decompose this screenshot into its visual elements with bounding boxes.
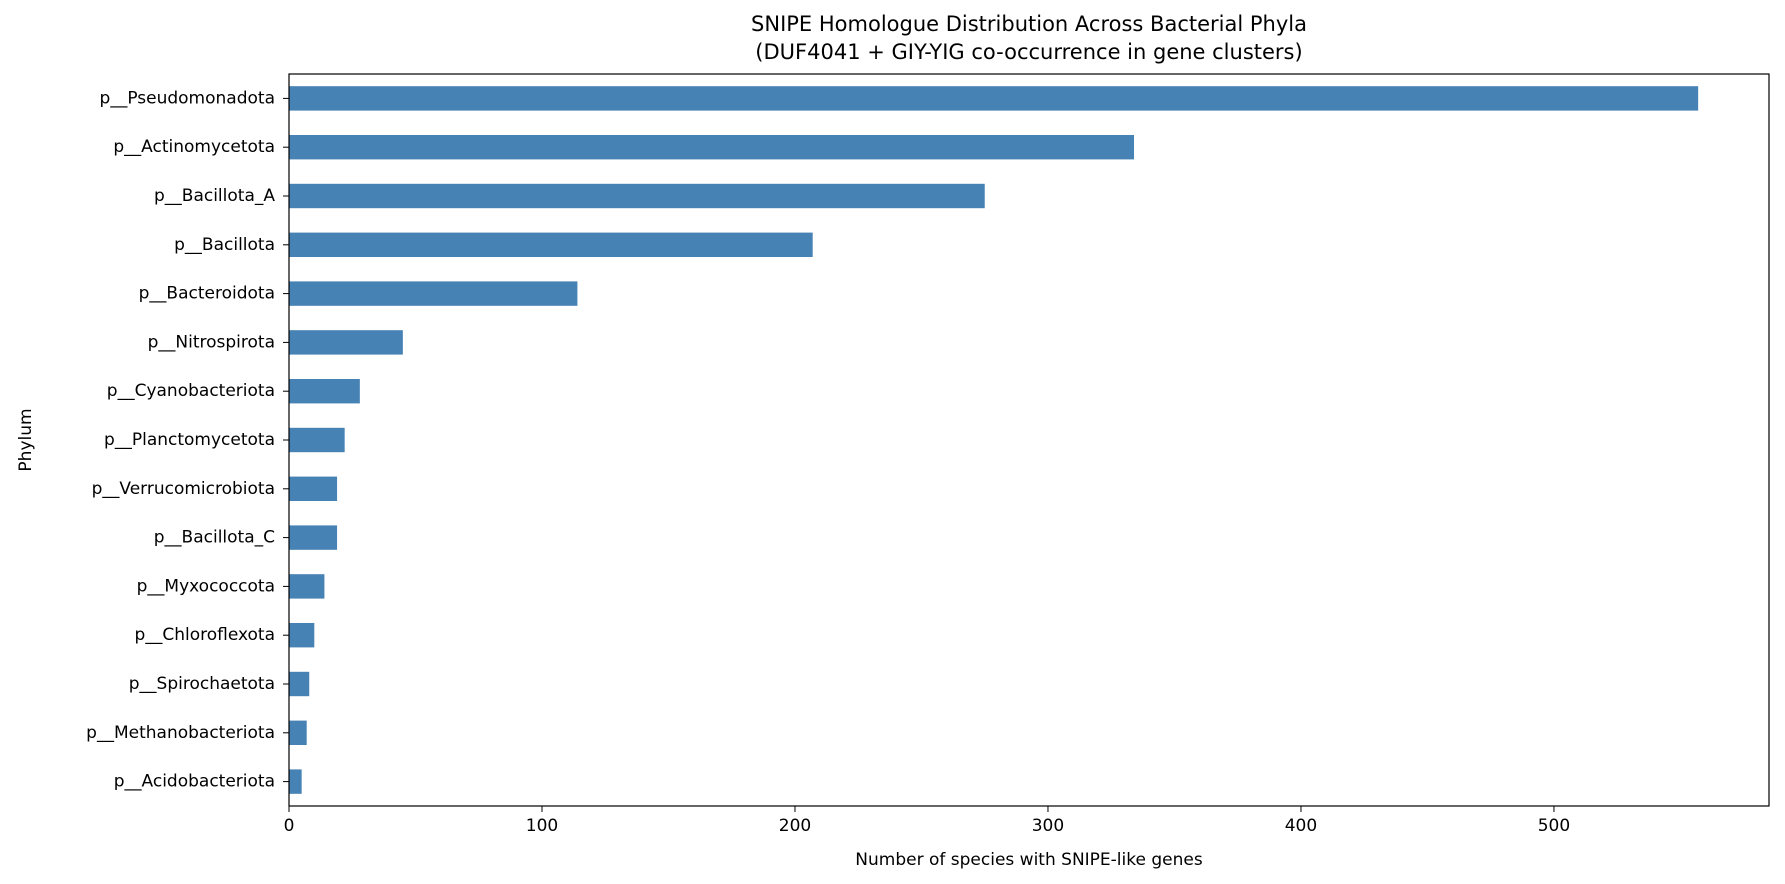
y-tick-label: p__Pseudomonadota [100,88,275,108]
y-axis-label: Phylum [16,408,36,471]
x-tick-label: 0 [284,816,295,836]
chart-title: SNIPE Homologue Distribution Across Bact… [751,12,1307,36]
x-axis-label: Number of species with SNIPE-like genes [855,850,1203,870]
y-tick-label: p__Myxococcota [137,576,275,596]
x-tick-label: 400 [1285,816,1317,836]
y-tick-label: p__Actinomycetota [113,137,275,157]
y-tick-label: p__Bacteroidota [139,284,275,304]
x-tick-label: 200 [779,816,811,836]
bar [289,525,338,550]
y-tick-label: p__Methanobacteriota [86,723,275,743]
y-tick-label: p__Bacillota_C [154,528,275,548]
x-tick-label: 100 [526,816,558,836]
y-tick-label: p__Chloroflexota [135,625,275,645]
bar [289,769,302,794]
bar [289,135,1134,160]
y-tick-label: p__Cyanobacteriota [107,381,275,401]
bar [289,720,307,745]
y-tick-label: p__Bacillota_A [154,186,275,206]
y-tick-label: p__Bacillota [174,235,275,255]
bar [289,476,338,501]
bar [289,86,1699,111]
bar [289,232,813,257]
bar [289,671,310,697]
bar [289,623,315,648]
x-tick-label: 500 [1538,816,1570,836]
bar [289,281,578,306]
y-tick-label: p__Verrucomicrobiota [92,479,275,499]
bar [289,379,360,404]
y-tick-label: p__Nitrospirota [148,332,275,352]
bar [289,183,985,209]
bar [289,330,403,355]
y-tick-label: p__Planctomycetota [104,430,275,450]
y-tick-label: p__Spirochaetota [129,674,275,694]
bar [289,427,345,453]
plot-frame [288,73,1770,807]
x-tick-label: 300 [1032,816,1064,836]
bar [289,574,325,599]
y-tick-label: p__Acidobacteriota [114,772,275,792]
chart-subtitle: (DUF4041 + GIY-YIG co-occurrence in gene… [755,40,1302,64]
